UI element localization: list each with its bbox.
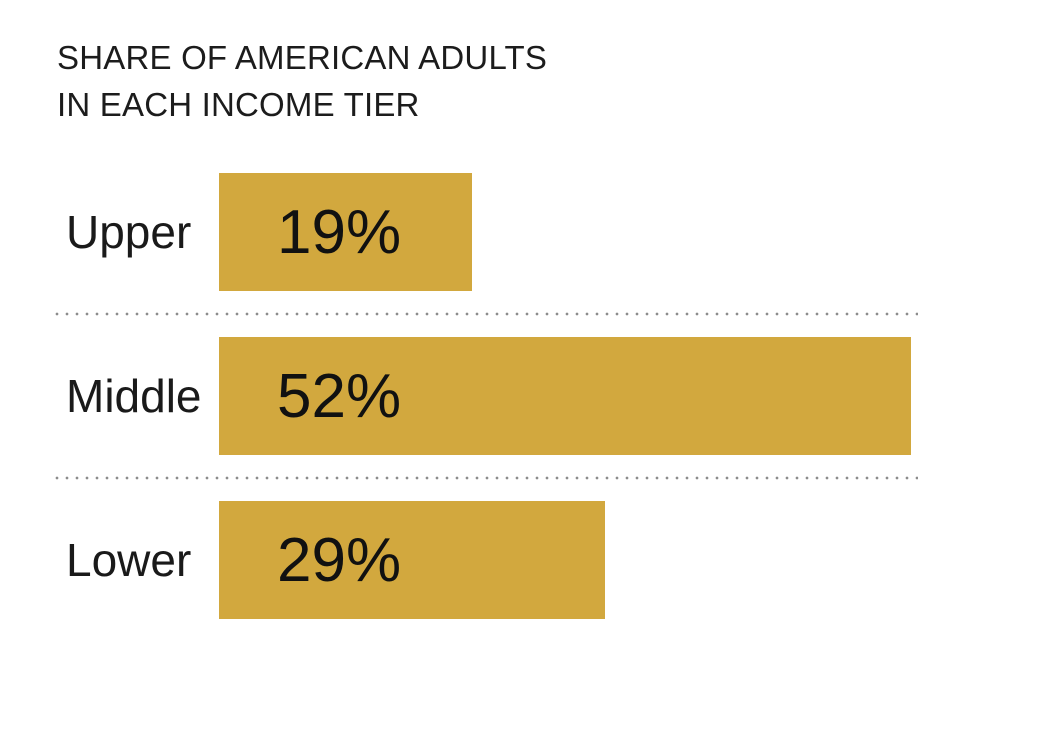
bar-value-label: 29% xyxy=(277,525,402,595)
bar-value-label: 52% xyxy=(277,361,402,431)
bar-label: Lower xyxy=(66,534,192,586)
dotted-separator xyxy=(55,312,918,316)
separator-gap xyxy=(0,455,1038,501)
bar-row: Middle 52% xyxy=(0,337,1038,455)
chart-title: SHARE OF AMERICAN ADULTS IN EACH INCOME … xyxy=(57,34,547,128)
bar-label: Middle xyxy=(66,370,202,422)
bar: 52% xyxy=(219,337,911,455)
bar-row: Lower 29% xyxy=(0,501,1038,619)
bar-value-label: 19% xyxy=(277,197,402,267)
bar-rows: Upper 19% Middle 52% Lower 29% xyxy=(0,173,1038,619)
chart-title-line-2: IN EACH INCOME TIER xyxy=(57,86,420,123)
dotted-separator xyxy=(55,476,918,480)
bar-row: Upper 19% xyxy=(0,173,1038,291)
bar: 19% xyxy=(219,173,472,291)
chart-title-line-1: SHARE OF AMERICAN ADULTS xyxy=(57,39,548,76)
bar-label: Upper xyxy=(66,206,192,258)
bar: 29% xyxy=(219,501,605,619)
separator-gap xyxy=(0,291,1038,337)
